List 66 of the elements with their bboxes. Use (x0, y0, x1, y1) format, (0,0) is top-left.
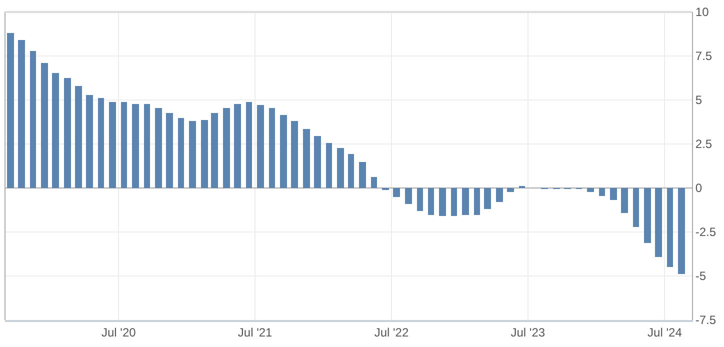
bar (223, 108, 230, 188)
bar (678, 188, 685, 274)
y-tick-label: -7.5 (695, 313, 716, 328)
bar (474, 188, 480, 215)
bar (234, 104, 241, 188)
bar (633, 188, 639, 227)
bar (439, 188, 446, 216)
bar (211, 113, 218, 188)
bar (189, 121, 196, 188)
bar (132, 104, 139, 188)
bar (166, 113, 173, 188)
bar (75, 86, 82, 188)
bar (428, 188, 434, 215)
bar (587, 188, 594, 192)
bar (178, 118, 184, 188)
bar (348, 154, 354, 188)
y-tick-label: 2.5 (695, 137, 712, 152)
x-tick-label: Jul '20 (101, 325, 136, 340)
y-tick-label: -5 (695, 269, 706, 284)
bar (326, 143, 332, 188)
bar (246, 102, 252, 188)
y-tick-label: 10 (695, 5, 710, 20)
bar (371, 177, 377, 188)
y-tick-label: 7.5 (695, 49, 712, 64)
bar (30, 51, 36, 188)
bar (337, 148, 344, 188)
bar (610, 188, 617, 200)
bar (144, 104, 150, 188)
bar (621, 188, 628, 213)
bar (655, 188, 662, 257)
bar (109, 102, 116, 188)
bar (201, 120, 208, 188)
bar (359, 162, 366, 188)
bar (451, 188, 457, 216)
bar (86, 95, 93, 188)
bar (314, 136, 321, 188)
bar (52, 73, 59, 188)
y-tick-label: -2.5 (695, 225, 716, 240)
bar (484, 188, 491, 209)
bar (155, 108, 162, 188)
bar (269, 108, 275, 188)
bar (462, 188, 469, 215)
bar (507, 188, 514, 192)
bar (98, 98, 104, 188)
y-tick-label: 0 (695, 181, 702, 196)
bar (257, 105, 264, 188)
bar (303, 129, 310, 188)
bar (7, 33, 14, 188)
x-tick-label: Jul '23 (510, 325, 546, 340)
x-tick-label: Jul '21 (238, 325, 273, 340)
bar (18, 40, 25, 188)
bar (280, 115, 287, 188)
x-tick-label: Jul '22 (374, 325, 409, 340)
bar (644, 188, 651, 243)
bar (599, 188, 605, 196)
bar (64, 78, 71, 188)
bar (41, 63, 48, 188)
bar (417, 188, 423, 211)
x-tick-label: Jul '24 (648, 325, 682, 340)
y-tick-label: 5 (695, 93, 702, 108)
bar (121, 102, 127, 188)
bar (496, 188, 503, 202)
bar (291, 121, 298, 188)
bar (393, 188, 400, 197)
bar (405, 188, 412, 204)
bar (667, 188, 673, 267)
